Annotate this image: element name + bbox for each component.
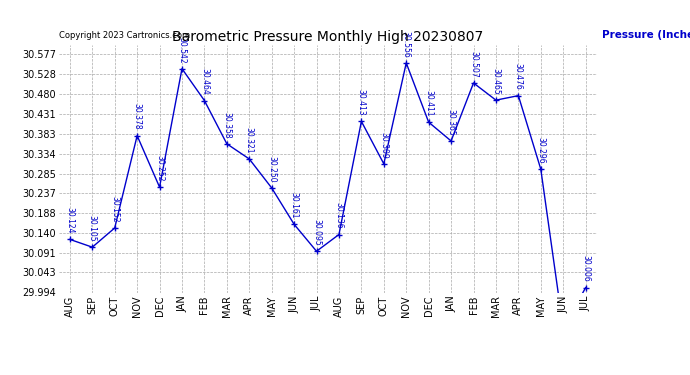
Text: Copyright 2023 Cartronics.com: Copyright 2023 Cartronics.com bbox=[59, 31, 190, 40]
Text: 30.152: 30.152 bbox=[110, 196, 119, 222]
Text: 30.413: 30.413 bbox=[357, 89, 366, 116]
Text: 30.465: 30.465 bbox=[491, 68, 500, 94]
Text: 30.321: 30.321 bbox=[245, 127, 254, 153]
Text: 30.542: 30.542 bbox=[177, 36, 186, 63]
Text: Pressure (Inches/Hg): Pressure (Inches/Hg) bbox=[602, 30, 690, 40]
Text: 30.006: 30.006 bbox=[581, 255, 590, 282]
Text: 30.136: 30.136 bbox=[335, 202, 344, 229]
Text: 30.095: 30.095 bbox=[312, 219, 321, 246]
Text: 30.507: 30.507 bbox=[469, 51, 478, 77]
Text: 30.556: 30.556 bbox=[402, 31, 411, 57]
Text: 30.358: 30.358 bbox=[222, 112, 231, 138]
Text: 30.309: 30.309 bbox=[380, 132, 388, 158]
Text: 30.252: 30.252 bbox=[155, 155, 164, 182]
Text: 30.250: 30.250 bbox=[267, 156, 276, 182]
Text: 30.476: 30.476 bbox=[514, 63, 523, 90]
Text: 30.105: 30.105 bbox=[88, 215, 97, 242]
Text: 30.124: 30.124 bbox=[66, 207, 75, 234]
Text: 30.464: 30.464 bbox=[200, 68, 209, 95]
Text: 30.296: 30.296 bbox=[536, 137, 545, 164]
Text: 30.378: 30.378 bbox=[132, 104, 141, 130]
Text: 29.906: 29.906 bbox=[0, 374, 1, 375]
Text: 30.365: 30.365 bbox=[446, 109, 455, 135]
Text: 30.411: 30.411 bbox=[424, 90, 433, 117]
Text: 30.161: 30.161 bbox=[290, 192, 299, 219]
Title: Barometric Pressure Monthly High 20230807: Barometric Pressure Monthly High 2023080… bbox=[172, 30, 484, 44]
